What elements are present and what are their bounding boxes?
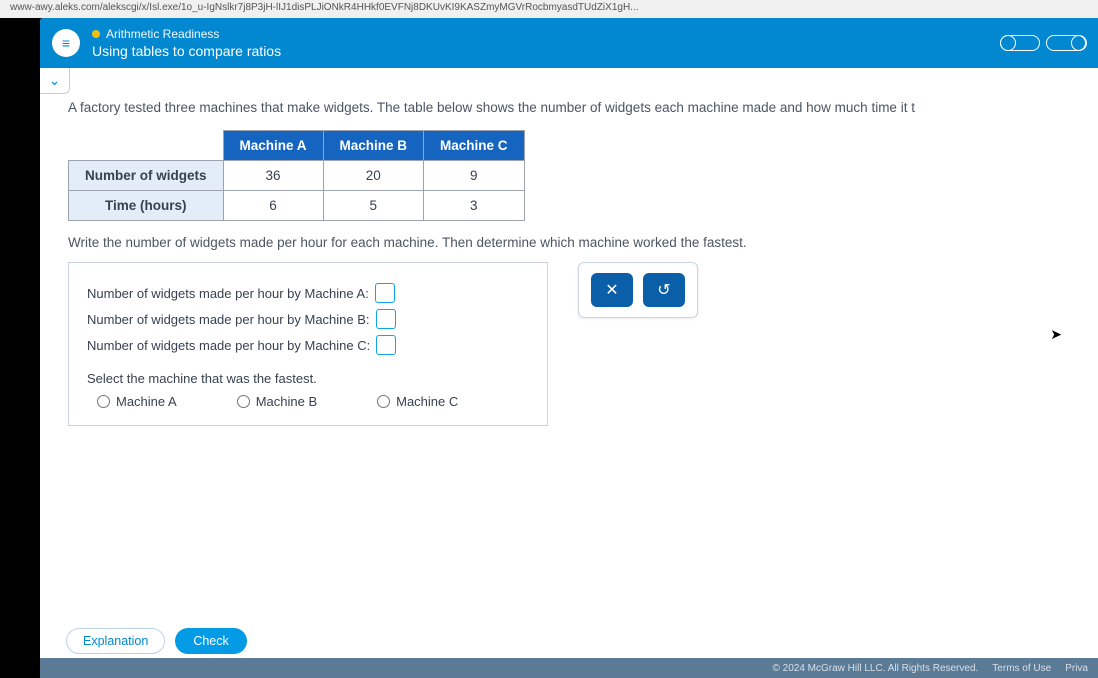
instruction-text: Write the number of widgets made per hou… (68, 235, 1078, 250)
col-header-b: Machine B (323, 131, 424, 161)
data-table: Machine A Machine B Machine C Number of … (68, 130, 525, 221)
cell: 3 (424, 191, 525, 221)
question-content: A factory tested three machines that mak… (40, 68, 1098, 658)
privacy-link[interactable]: Priva (1065, 663, 1088, 674)
footer-buttons: Explanation Check (66, 628, 247, 654)
app-window: ≡ Arithmetic Readiness Using tables to c… (40, 18, 1098, 658)
category-label: Arithmetic Readiness (92, 27, 281, 41)
radio-options: Machine A Machine B Machine C (87, 394, 529, 409)
cell: 20 (323, 161, 424, 191)
category-text: Arithmetic Readiness (106, 27, 219, 41)
radio-machine-b[interactable]: Machine B (237, 394, 317, 409)
radio-label-b: Machine B (256, 394, 317, 409)
answer-row-c: Number of widgets made per hour by Machi… (87, 335, 529, 355)
clear-button[interactable]: ✕ (591, 273, 633, 307)
reset-icon: ↺ (657, 280, 670, 300)
tool-panel: ✕ ↺ (578, 262, 698, 318)
explanation-button[interactable]: Explanation (66, 628, 165, 654)
reset-button[interactable]: ↺ (643, 273, 685, 307)
legal-bar: © 2024 McGraw Hill LLC. All Rights Reser… (40, 658, 1098, 678)
menu-button[interactable]: ≡ (52, 29, 80, 57)
col-header-c: Machine C (424, 131, 525, 161)
answer-row-b: Number of widgets made per hour by Machi… (87, 309, 529, 329)
answer-box: Number of widgets made per hour by Machi… (68, 262, 548, 426)
tool-pill-1[interactable] (1000, 35, 1040, 51)
table-blank-header (69, 131, 224, 161)
copyright-text: © 2024 McGraw Hill LLC. All Rights Reser… (773, 663, 979, 674)
answer-label-b: Number of widgets made per hour by Machi… (87, 312, 370, 327)
answer-label-a: Number of widgets made per hour by Machi… (87, 286, 369, 301)
col-header-a: Machine A (223, 131, 323, 161)
radio-machine-a[interactable]: Machine A (97, 394, 177, 409)
cursor-icon: ➤ (1050, 326, 1062, 343)
answer-input-c[interactable] (376, 335, 396, 355)
check-button[interactable]: Check (175, 628, 246, 654)
answer-label-c: Number of widgets made per hour by Machi… (87, 338, 370, 353)
row-label-widgets: Number of widgets (69, 161, 224, 191)
cell: 9 (424, 161, 525, 191)
lesson-header: ≡ Arithmetic Readiness Using tables to c… (40, 18, 1098, 68)
row-label-time: Time (hours) (69, 191, 224, 221)
answer-input-a[interactable] (375, 283, 395, 303)
cell: 5 (323, 191, 424, 221)
answer-row-a: Number of widgets made per hour by Machi… (87, 283, 529, 303)
radio-label-c: Machine C (396, 394, 458, 409)
terms-link[interactable]: Terms of Use (992, 663, 1051, 674)
cell: 36 (223, 161, 323, 191)
select-question: Select the machine that was the fastest. (87, 371, 529, 386)
cell: 6 (223, 191, 323, 221)
table-row: Time (hours) 6 5 3 (69, 191, 525, 221)
radio-input-b[interactable] (237, 395, 250, 408)
intro-text: A factory tested three machines that mak… (68, 98, 1078, 118)
answer-input-b[interactable] (376, 309, 396, 329)
header-tools (1000, 35, 1086, 51)
lesson-title: Using tables to compare ratios (92, 43, 281, 59)
radio-machine-c[interactable]: Machine C (377, 394, 458, 409)
header-text: Arithmetic Readiness Using tables to com… (92, 27, 281, 59)
url-text: www-awy.aleks.com/alekscgi/x/Isl.exe/1o_… (10, 2, 639, 13)
x-icon: ✕ (605, 280, 618, 300)
status-dot-icon (92, 30, 100, 38)
address-bar: www-awy.aleks.com/alekscgi/x/Isl.exe/1o_… (0, 0, 1098, 18)
device-bezel-left (0, 18, 40, 678)
chevron-down-icon: ⌄ (49, 72, 61, 89)
table-row: Number of widgets 36 20 9 (69, 161, 525, 191)
radio-input-a[interactable] (97, 395, 110, 408)
collapse-toggle[interactable]: ⌄ (40, 68, 70, 94)
radio-label-a: Machine A (116, 394, 177, 409)
tool-pill-2[interactable] (1046, 35, 1086, 51)
radio-input-c[interactable] (377, 395, 390, 408)
